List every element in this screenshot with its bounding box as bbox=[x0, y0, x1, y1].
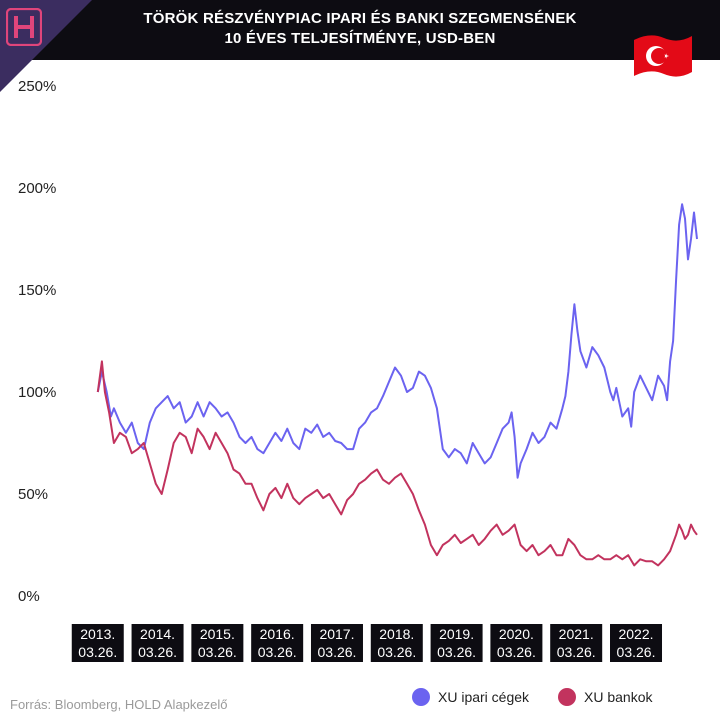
hold-logo-icon bbox=[6, 8, 42, 46]
y-axis: 0% 50% 100% 150% 200% 250% bbox=[18, 78, 56, 605]
series-line-industrial bbox=[96, 203, 698, 479]
title-line-2: 10 ÉVES TELJESÍTMÉNYE, USD-BEN bbox=[224, 30, 496, 47]
x-tick-label: 2016. 03.26. bbox=[251, 624, 304, 662]
legend-label-industrial: XU ipari cégek bbox=[438, 689, 530, 705]
legend-item-banks: XU bankok bbox=[558, 687, 652, 707]
svg-text:2021.: 2021. bbox=[559, 626, 594, 642]
svg-text:2019.: 2019. bbox=[439, 626, 474, 642]
title-line-1: TÖRÖK RÉSZVÉNYPIAC IPARI ÉS BANKI SZEGME… bbox=[143, 10, 577, 27]
x-tick-label: 2022. 03.26. bbox=[610, 624, 663, 662]
legend-item-industrial: XU ipari cégek bbox=[412, 687, 529, 707]
x-tick-label: 2020. 03.26. bbox=[490, 624, 543, 662]
svg-text:2017.: 2017. bbox=[319, 626, 354, 642]
x-tick-label: 2021. 03.26. bbox=[550, 624, 603, 662]
svg-text:2018.: 2018. bbox=[379, 626, 414, 642]
legend-swatch-banks bbox=[558, 688, 576, 706]
x-tick-label: 2015. 03.26. bbox=[191, 624, 244, 662]
svg-text:2013.: 2013. bbox=[80, 626, 115, 642]
svg-text:03.26.: 03.26. bbox=[78, 644, 117, 660]
svg-text:03.26.: 03.26. bbox=[497, 644, 536, 660]
svg-text:2015.: 2015. bbox=[200, 626, 235, 642]
legend-swatch-industrial bbox=[412, 688, 430, 706]
y-tick-label: 50% bbox=[18, 486, 48, 503]
svg-text:03.26.: 03.26. bbox=[377, 644, 416, 660]
y-tick-label: 200% bbox=[18, 180, 56, 197]
y-tick-label: 0% bbox=[18, 588, 40, 605]
svg-text:2022.: 2022. bbox=[618, 626, 653, 642]
legend-label-banks: XU bankok bbox=[584, 689, 653, 705]
plot-area bbox=[96, 203, 698, 567]
svg-text:03.26.: 03.26. bbox=[198, 644, 237, 660]
svg-text:03.26.: 03.26. bbox=[258, 644, 297, 660]
svg-text:03.26.: 03.26. bbox=[437, 644, 476, 660]
header-bar: TÖRÖK RÉSZVÉNYPIAC IPARI ÉS BANKI SZEGME… bbox=[0, 0, 720, 92]
x-tick-label: 2017. 03.26. bbox=[310, 624, 363, 662]
line-chart: 0% 50% 100% 150% 200% 250% 2013. 03.26. 2014. 03… bbox=[18, 78, 698, 662]
svg-text:2014.: 2014. bbox=[140, 626, 175, 642]
y-tick-label: 150% bbox=[18, 282, 56, 299]
chart-title: TÖRÖK RÉSZVÉNYPIAC IPARI ÉS BANKI SZEGME… bbox=[110, 9, 610, 49]
x-tick-label: 2019. 03.26. bbox=[430, 624, 483, 662]
source-note: Forrás: Bloomberg, HOLD Alapkezelő bbox=[10, 697, 228, 712]
logo-background bbox=[0, 0, 92, 92]
svg-text:2016.: 2016. bbox=[260, 626, 295, 642]
x-tick-label: 2013. 03.26. bbox=[71, 624, 124, 662]
svg-text:2020.: 2020. bbox=[499, 626, 534, 642]
turkey-flag-icon bbox=[634, 35, 692, 77]
series-line-banks bbox=[96, 360, 698, 567]
svg-text:03.26.: 03.26. bbox=[138, 644, 177, 660]
x-axis: 2013. 03.26. 2014. 03.26. 2015. 03.26. 2016. 03… bbox=[71, 624, 663, 662]
x-tick-label: 2014. 03.26. bbox=[131, 624, 184, 662]
svg-text:03.26.: 03.26. bbox=[617, 644, 656, 660]
x-tick-label: 2018. 03.26. bbox=[370, 624, 423, 662]
y-tick-label: 250% bbox=[18, 78, 56, 95]
svg-text:03.26.: 03.26. bbox=[318, 644, 357, 660]
y-tick-label: 100% bbox=[18, 384, 56, 401]
svg-text:03.26.: 03.26. bbox=[557, 644, 596, 660]
